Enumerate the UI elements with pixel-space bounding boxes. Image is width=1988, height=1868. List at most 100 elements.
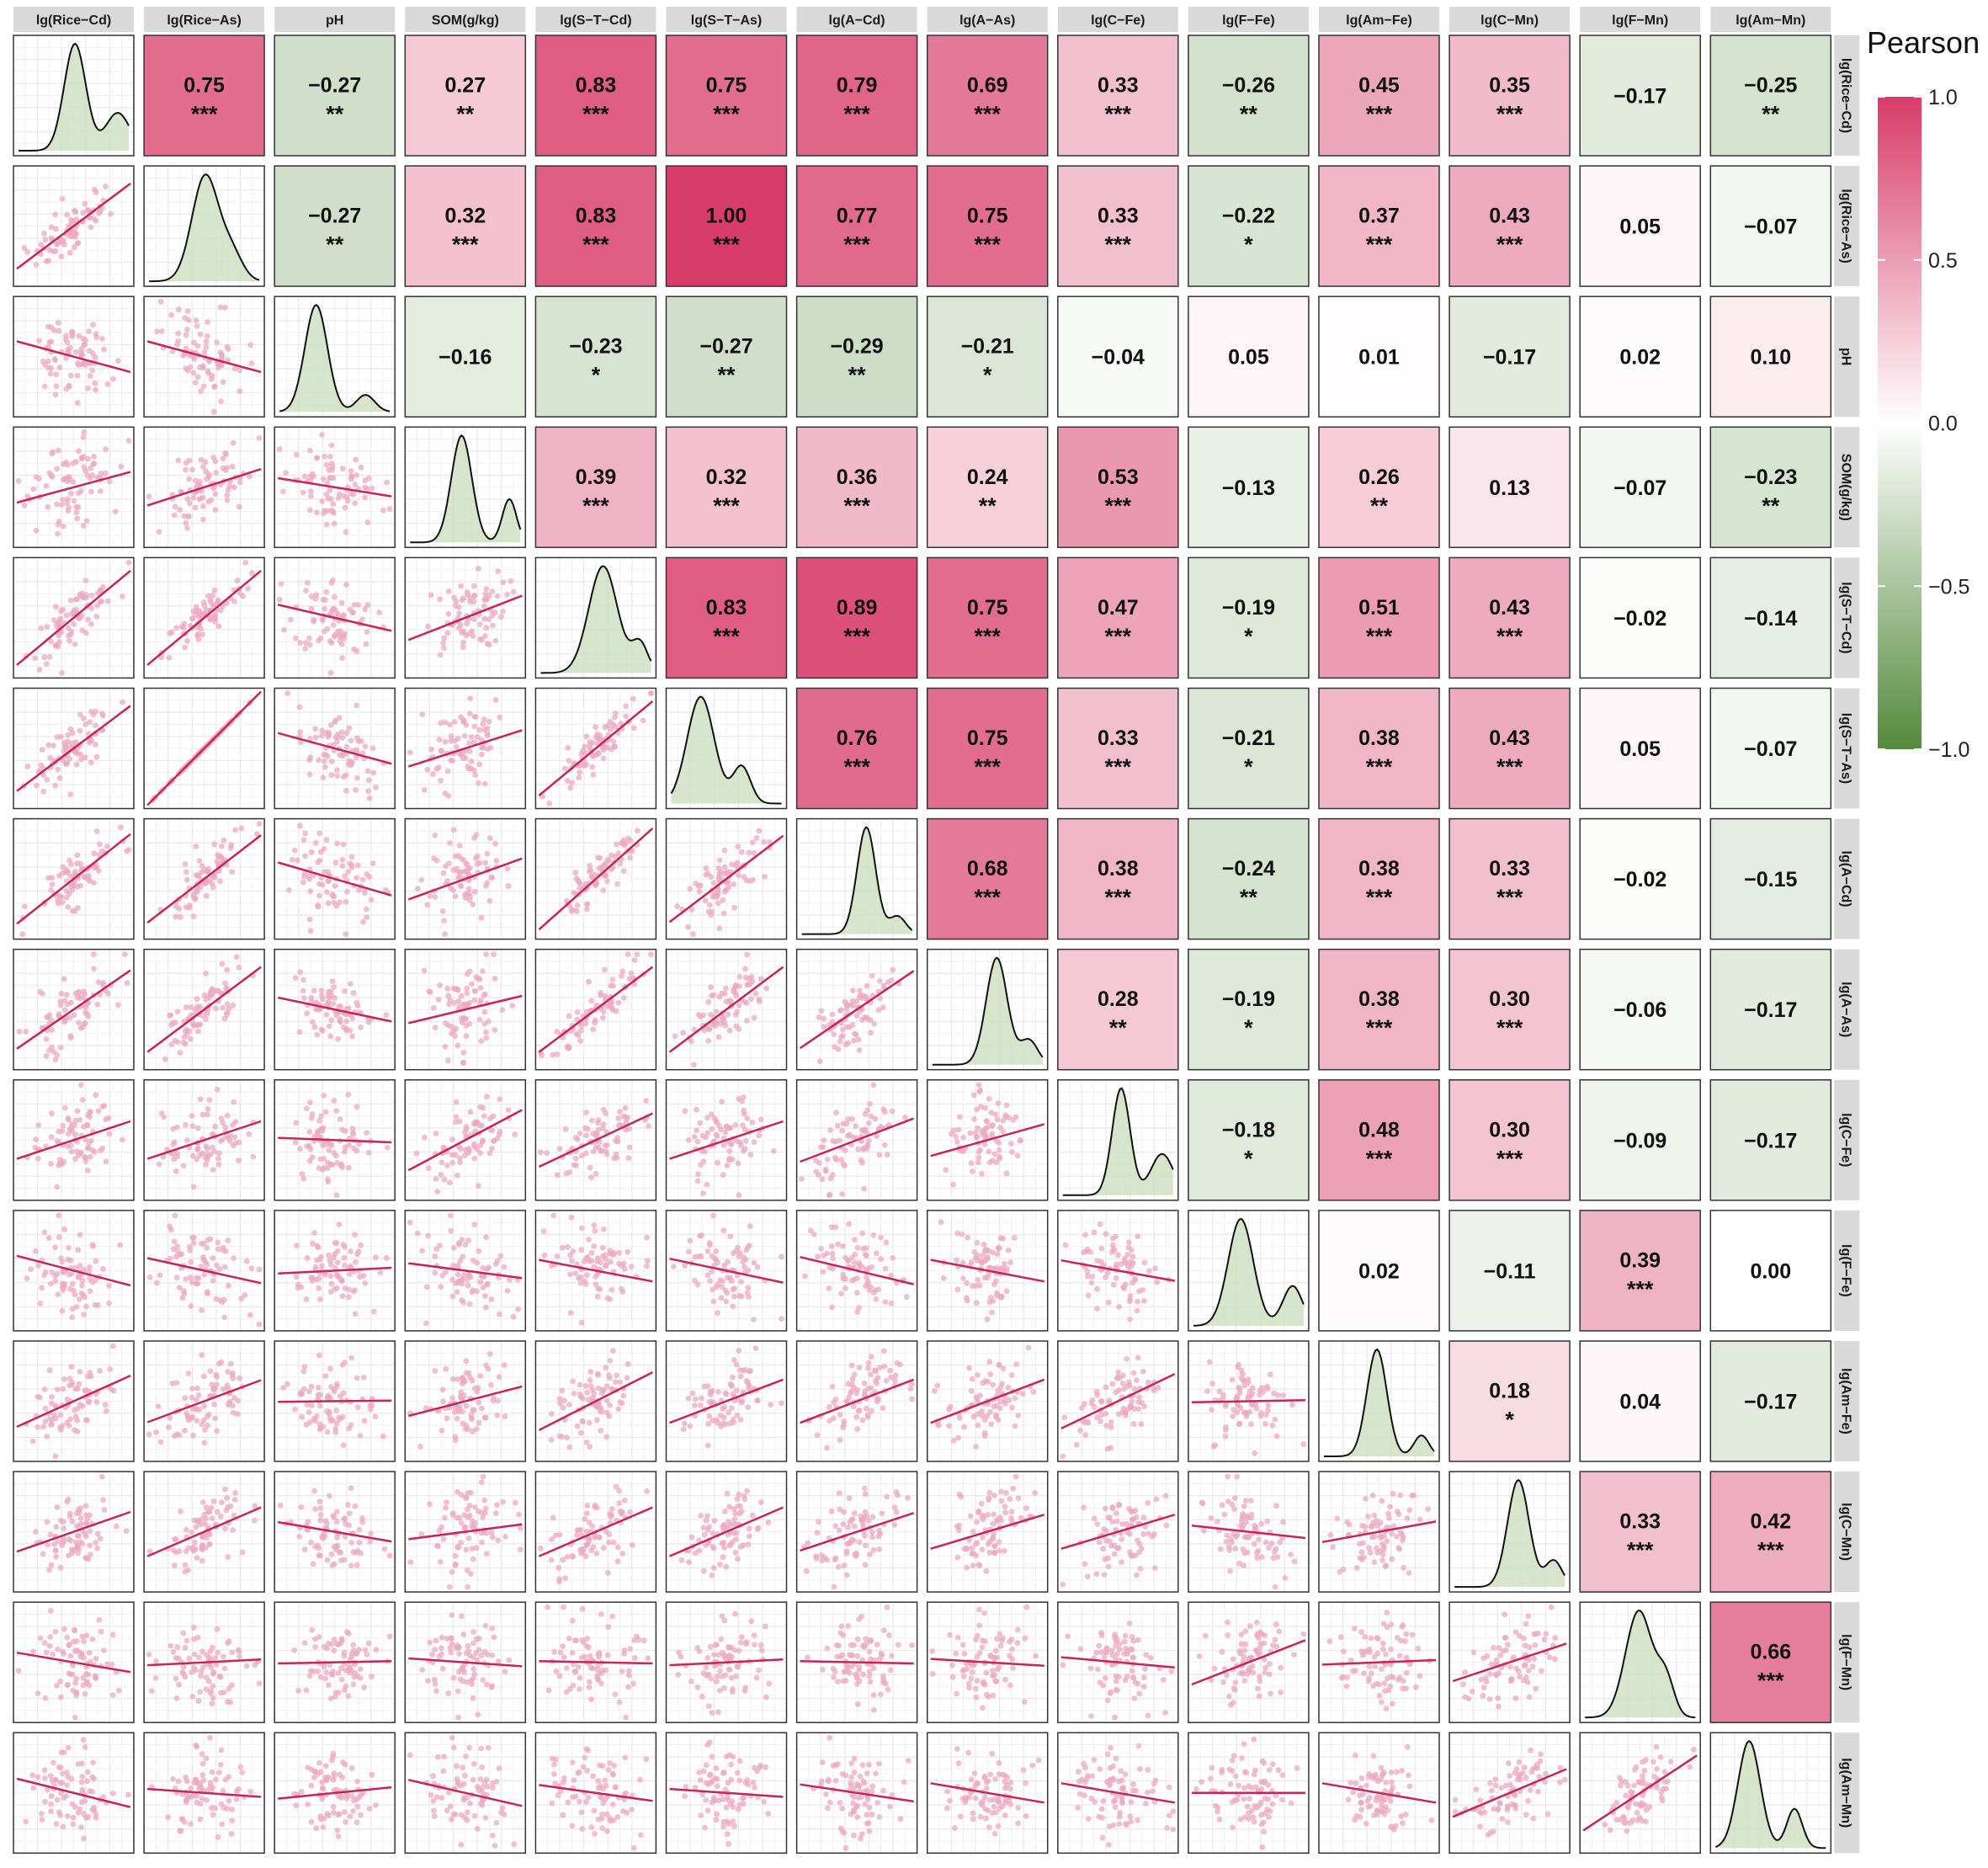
scatter-point	[975, 1082, 982, 1088]
scatter-point	[42, 237, 49, 243]
scatter-point	[356, 887, 362, 893]
scatter-point	[465, 1237, 471, 1243]
strip-background	[796, 7, 917, 32]
scatter-point	[441, 918, 447, 923]
scatter-point	[723, 886, 729, 893]
scatter-point	[247, 342, 253, 349]
scatter-point	[321, 510, 327, 516]
scatter-point	[705, 1026, 712, 1032]
scatter-point	[317, 1296, 323, 1302]
scatter-point	[306, 635, 312, 641]
scatter-point	[146, 493, 152, 499]
correlation-cell: 0.39***	[534, 426, 657, 549]
scatter-point	[38, 762, 45, 769]
scatter-point	[302, 830, 308, 837]
scatter-point	[347, 1271, 353, 1277]
scatter-point	[193, 1275, 199, 1281]
scatter-point	[198, 1241, 205, 1247]
scatter-point	[327, 1273, 334, 1280]
significance-stars: ***	[1366, 232, 1393, 258]
scatter-point	[875, 1007, 882, 1014]
scatter-point	[300, 489, 306, 496]
scatter-point	[757, 1116, 764, 1123]
correlation-cell: −0.17	[1709, 948, 1832, 1071]
scatter-point	[573, 875, 580, 881]
scatter-point	[478, 915, 485, 921]
scatter-point	[480, 1285, 486, 1291]
scatter-point	[199, 494, 206, 501]
scatter-point	[48, 324, 55, 331]
scatter-point	[182, 644, 189, 651]
correlation-cell: 0.38***	[1318, 948, 1440, 1071]
significance-stars: ***	[713, 102, 740, 127]
scatter-point	[348, 468, 354, 474]
scatter-point	[736, 872, 742, 879]
scatter-point	[414, 886, 421, 892]
significance-stars: **	[326, 102, 344, 127]
scatter-point	[183, 1276, 189, 1282]
scatter-point	[466, 710, 473, 716]
scatter-point	[468, 734, 475, 740]
scatter-point	[736, 1253, 742, 1259]
scatter-point	[52, 1273, 58, 1280]
scatter-point	[830, 1255, 836, 1262]
scatter-point	[32, 655, 38, 662]
scatter-point	[33, 1248, 39, 1254]
scatter-point	[425, 1165, 432, 1172]
column-label: lg(F−Mn)	[1612, 13, 1668, 28]
scatter-point	[40, 991, 45, 997]
scatter-point	[359, 876, 366, 883]
scatter-point	[67, 861, 74, 867]
scatter-point	[104, 598, 111, 604]
scatter-point	[67, 791, 74, 798]
scatter-point	[79, 1097, 86, 1103]
correlation-value: 0.89	[837, 596, 878, 620]
scatter-point	[708, 912, 715, 918]
scatter-point	[120, 699, 125, 705]
scatter-point	[60, 1122, 66, 1129]
scatter-point	[587, 862, 593, 869]
scatter-point	[949, 1131, 954, 1137]
scatter-panel	[143, 687, 265, 810]
scatter-point	[61, 976, 67, 982]
scatter-point	[328, 758, 335, 764]
scatter-point	[500, 579, 507, 585]
scatter-point	[621, 842, 628, 849]
scatter-point	[60, 1280, 66, 1287]
cell-background	[1318, 165, 1440, 287]
column-strip: lg(C−Mn)	[1449, 7, 1571, 32]
cell-background	[795, 35, 918, 157]
correlation-value: −0.17	[1744, 1129, 1797, 1152]
cell-background	[1318, 35, 1440, 157]
scatter-point	[347, 1027, 353, 1034]
scatter-point	[978, 1104, 984, 1110]
fit-line	[16, 182, 131, 270]
scatter-point	[74, 515, 81, 522]
scatter-point	[48, 338, 55, 345]
scatter-point	[78, 1082, 84, 1088]
cell-background	[534, 295, 657, 418]
scatter-point	[364, 486, 370, 492]
scatter-point	[433, 1246, 440, 1252]
scatter-point	[434, 1189, 441, 1195]
scatter-point	[304, 1143, 311, 1149]
scatter-point	[207, 1152, 214, 1158]
scatter-point	[364, 602, 371, 608]
scatter-point	[82, 754, 88, 761]
strip-background	[1834, 1341, 1860, 1461]
scatter-point	[98, 488, 104, 494]
scatter-point	[843, 1285, 848, 1291]
correlation-value: 0.38	[1358, 987, 1400, 1011]
scatter-point	[462, 754, 469, 761]
scatter-point	[548, 1263, 555, 1269]
scatter-point	[586, 1258, 593, 1264]
scatter-point	[328, 993, 335, 999]
correlation-value: 0.75	[967, 596, 1008, 620]
scatter-point	[440, 870, 447, 876]
correlation-value: 0.43	[1489, 205, 1530, 228]
scatter-point	[736, 1192, 742, 1199]
scatter-point	[176, 1285, 183, 1291]
scatter-point	[640, 717, 646, 724]
scatter-point	[477, 1279, 484, 1285]
cell-background	[665, 165, 788, 287]
